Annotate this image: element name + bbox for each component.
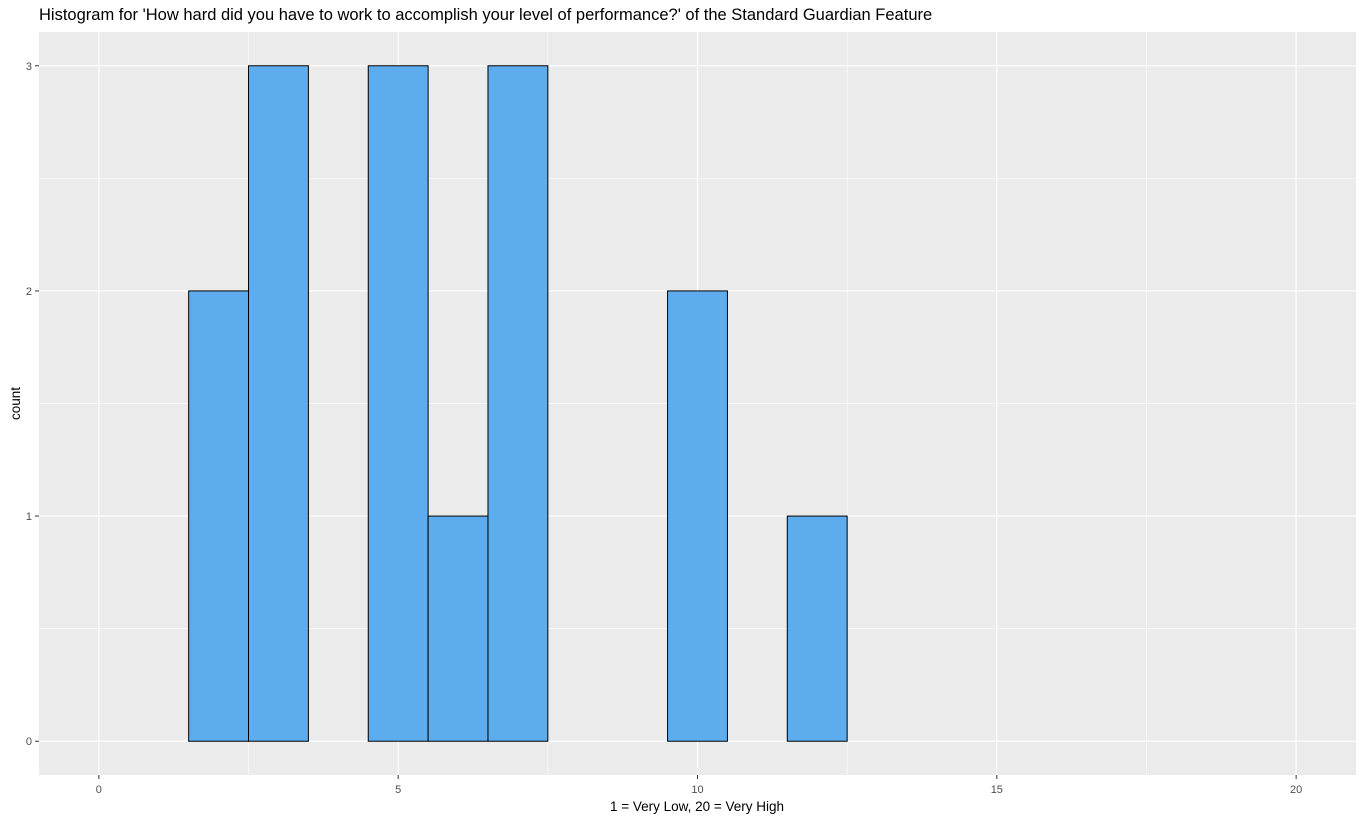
chart-title: Histogram for 'How hard did you have to … (39, 6, 933, 24)
y-tick-label: 0 (26, 736, 32, 748)
y-tick-label: 2 (26, 286, 32, 298)
histogram-bar (487, 65, 549, 742)
histogram-bar (248, 65, 309, 742)
y-tick-label: 1 (26, 511, 32, 523)
histogram-bar (367, 65, 429, 742)
x-tick-label: 10 (691, 784, 703, 796)
y-axis: 0 1 2 3 (26, 61, 39, 748)
x-tick-label: 5 (395, 784, 401, 796)
y-axis-title: count (8, 387, 23, 420)
y-tick-label: 3 (26, 61, 32, 73)
x-tick-label: 20 (1290, 784, 1302, 796)
histogram-bar (188, 290, 250, 742)
histogram-bars (188, 65, 848, 742)
x-tick-label: 0 (96, 784, 102, 796)
histogram-bar (427, 515, 489, 742)
histogram-bar (786, 515, 848, 742)
x-tick-label: 15 (991, 784, 1003, 796)
x-axis: 0 5 10 15 20 (96, 775, 1302, 796)
histogram-bar (667, 290, 728, 742)
x-axis-title: 1 = Very Low, 20 = Very High (610, 799, 784, 814)
